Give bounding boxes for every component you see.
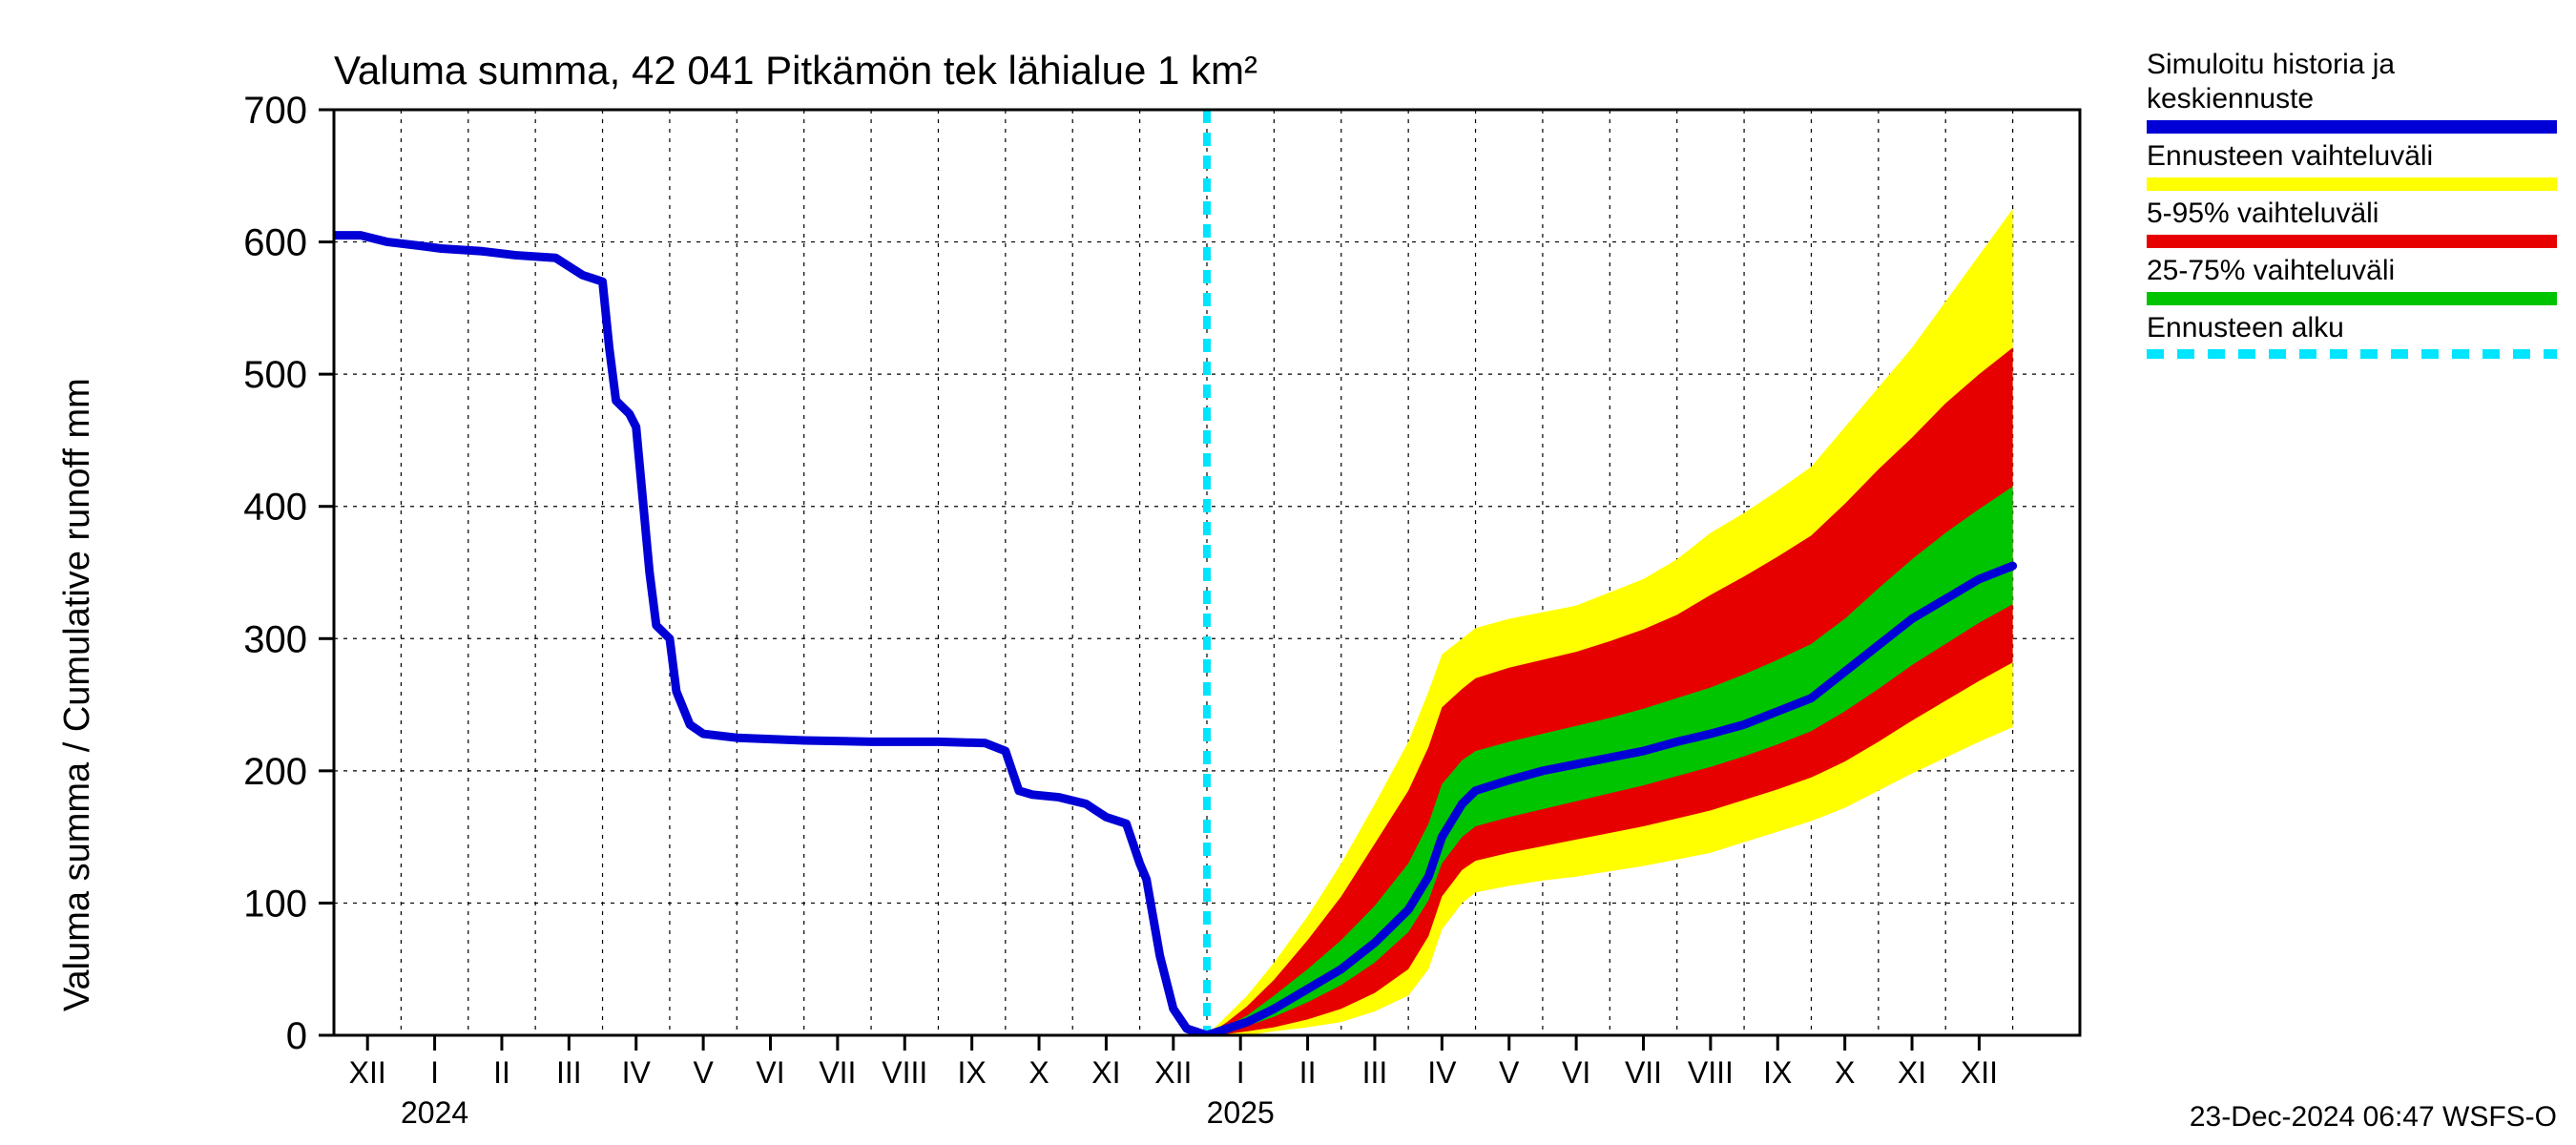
legend-entry: Ennusteen alku (2147, 311, 2557, 359)
legend-label: Ennusteen alku (2147, 311, 2557, 345)
legend-entry: Simuloitu historia ja keskiennuste (2147, 48, 2557, 134)
x-tick-label: IV (622, 1055, 652, 1090)
x-tick-label: X (1028, 1055, 1049, 1090)
y-tick-label: 400 (243, 487, 307, 529)
x-tick-label: VIII (1688, 1055, 1734, 1090)
y-tick-label: 500 (243, 354, 307, 396)
chart-page: Valuma summa, 42 041 Pitkämön tek lähial… (0, 0, 2576, 1145)
x-tick-label: X (1835, 1055, 1855, 1090)
x-tick-label: I (1236, 1055, 1245, 1090)
x-tick-label: XI (1091, 1055, 1120, 1090)
x-tick-label: II (1299, 1055, 1317, 1090)
history-line (334, 236, 1207, 1035)
x-year-label: 2025 (1207, 1095, 1275, 1130)
x-tick-label: VII (819, 1055, 856, 1090)
legend-entry: 5-95% vaihteluväli (2147, 197, 2557, 248)
legend-swatch (2147, 292, 2557, 305)
x-tick-label: XII (349, 1055, 386, 1090)
x-tick-label: XII (1961, 1055, 1998, 1090)
x-tick-label: I (430, 1055, 439, 1090)
legend-label: 5-95% vaihteluväli (2147, 197, 2557, 231)
y-tick-label: 300 (243, 618, 307, 660)
x-year-label: 2024 (401, 1095, 468, 1130)
legend: Simuloitu historia ja keskiennuste Ennust… (2147, 48, 2557, 364)
legend-entry: 25-75% vaihteluväli (2147, 254, 2557, 305)
x-tick-label: VIII (882, 1055, 927, 1090)
y-tick-label: 200 (243, 751, 307, 793)
legend-label: Simuloitu historia ja keskiennuste (2147, 48, 2557, 116)
legend-swatch (2147, 349, 2557, 359)
legend-entry: Ennusteen vaihteluväli (2147, 139, 2557, 191)
x-tick-label: VI (756, 1055, 784, 1090)
y-tick-label: 600 (243, 222, 307, 264)
y-tick-label: 0 (286, 1015, 307, 1057)
x-tick-label: IX (958, 1055, 987, 1090)
x-tick-label: XI (1898, 1055, 1926, 1090)
legend-swatch (2147, 120, 2557, 134)
legend-swatch (2147, 177, 2557, 191)
x-tick-label: XII (1154, 1055, 1192, 1090)
legend-label: 25-75% vaihteluväli (2147, 254, 2557, 288)
x-tick-label: II (493, 1055, 510, 1090)
x-tick-label: IV (1427, 1055, 1457, 1090)
x-tick-label: III (556, 1055, 582, 1090)
x-tick-label: V (693, 1055, 714, 1090)
legend-swatch (2147, 235, 2557, 248)
chart-timestamp: 23-Dec-2024 06:47 WSFS-O (2190, 1101, 2557, 1134)
x-tick-label: III (1362, 1055, 1388, 1090)
x-tick-label: V (1499, 1055, 1520, 1090)
x-tick-label: IX (1763, 1055, 1792, 1090)
legend-label: Ennusteen vaihteluväli (2147, 139, 2557, 174)
x-tick-label: VII (1625, 1055, 1662, 1090)
y-tick-label: 100 (243, 883, 307, 925)
y-tick-label: 700 (243, 90, 307, 132)
x-tick-label: VI (1562, 1055, 1590, 1090)
